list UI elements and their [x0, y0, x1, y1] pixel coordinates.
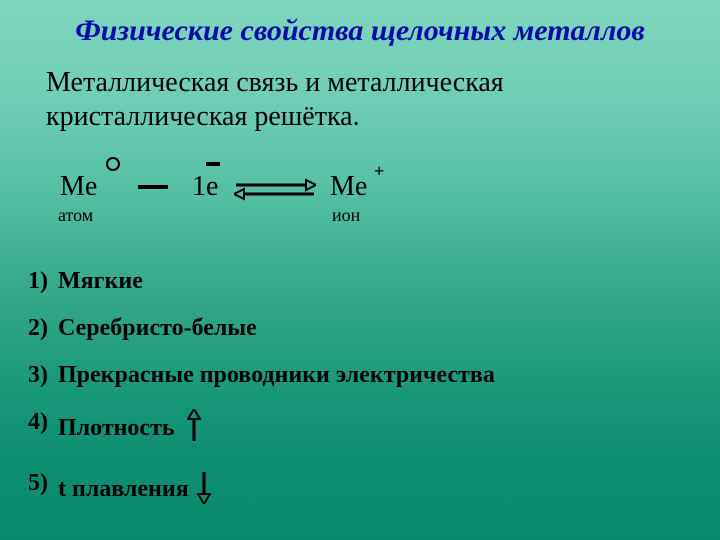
list-item-text: t плавления: [58, 476, 189, 502]
minus-icon: [138, 185, 168, 189]
list-item: Мягкие: [14, 258, 495, 305]
list-item: Прекрасные проводники электричества: [14, 352, 495, 399]
page-title: Физические свойства щелочных металлов: [0, 0, 720, 48]
double-arrow-icon: [234, 177, 316, 209]
formula-left-label: атом: [58, 205, 93, 226]
list-item-text: Плотность: [58, 415, 175, 441]
list-item-text: Мягкие: [58, 268, 143, 294]
formula-right-symbol: Me: [330, 171, 367, 203]
list-item-text: Прекрасные проводники электричества: [58, 362, 495, 388]
bar-icon: [206, 162, 220, 166]
list-item: t плавления: [14, 460, 495, 521]
list-item-text: Серебристо-белые: [58, 315, 257, 341]
list-item: Плотность: [14, 399, 495, 460]
plus-icon: +: [374, 161, 384, 182]
formula-left-symbol: Me: [60, 171, 97, 203]
properties-list: Мягкие Серебристо-белые Прекрасные прово…: [14, 258, 495, 521]
list-item: Серебристо-белые: [14, 305, 495, 352]
arrow-up-icon: [187, 409, 201, 450]
subtitle: Металлическая связь и металлическая крис…: [0, 48, 720, 133]
formula-electron: 1e: [192, 171, 218, 203]
arrow-down-icon: [197, 470, 211, 511]
formula-right-label: ион: [332, 205, 360, 226]
slide: Физические свойства щелочных металлов Ме…: [0, 0, 720, 540]
ring-icon: [106, 157, 120, 171]
